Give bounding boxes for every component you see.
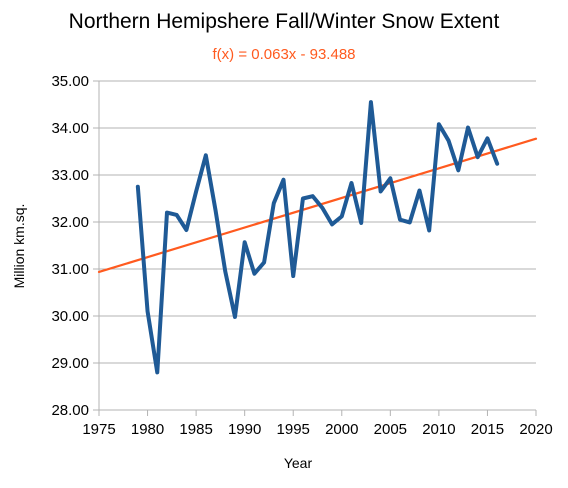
x-tick-label: 1975 (82, 421, 115, 438)
data-point (359, 221, 363, 225)
data-point (320, 206, 324, 210)
data-point (145, 309, 150, 313)
trendline-equation: f(x) = 0.063x - 93.488 (212, 46, 356, 63)
data-point (349, 181, 354, 185)
data-point (495, 162, 499, 166)
x-tick-label: 2000 (325, 421, 358, 438)
data-point (437, 122, 441, 126)
data-point (223, 269, 227, 273)
y-tick-label: 31.00 (51, 261, 89, 278)
data-point (175, 213, 179, 217)
data-point (165, 211, 169, 215)
data-point (466, 125, 470, 130)
data-point (301, 196, 305, 201)
y-tick-label: 30.00 (51, 308, 89, 325)
x-tick-label: 2020 (519, 421, 552, 438)
data-point (417, 188, 422, 193)
trendline-layer (97, 137, 538, 274)
data-point (262, 260, 266, 265)
y-tick-label: 32.00 (51, 214, 89, 231)
y-tick-label: 34.00 (51, 120, 89, 137)
data-point (184, 228, 188, 232)
data-point (272, 201, 276, 205)
data-point (204, 153, 208, 157)
data-point (233, 315, 237, 319)
y-tick-label: 29.00 (51, 355, 89, 372)
data-point (398, 218, 402, 222)
x-tick-label: 2005 (374, 421, 407, 438)
x-tick-label: 1995 (277, 421, 310, 438)
data-series-line (135, 100, 500, 375)
data-point (213, 208, 218, 212)
y-tick-labels: 28.00 29.00 30.00 31.00 32.00 33.00 34.00 35.00 (51, 73, 89, 419)
chart-title: Northern Hemipshere Fall/Winter Snow Ext… (68, 10, 500, 33)
y-tick-label: 35.00 (51, 73, 89, 90)
y-tick-label: 28.00 (51, 402, 89, 419)
x-tick-label: 1990 (228, 421, 261, 438)
x-axis-title: Year (284, 455, 313, 471)
axes (93, 80, 537, 416)
data-point (243, 240, 247, 244)
series-layer (135, 100, 500, 375)
x-tick-label: 2015 (471, 421, 504, 438)
y-axis-title: Million km.sq. (11, 204, 27, 289)
y-tick-label: 33.00 (51, 167, 89, 184)
x-tick-label: 2010 (422, 421, 455, 438)
x-tick-labels: 1975 1980 1985 1990 1995 2000 2005 2010 2015 2020 (82, 421, 552, 438)
data-point (155, 370, 159, 374)
x-tick-label: 1980 (131, 421, 164, 438)
data-point (281, 178, 286, 182)
trendline (97, 137, 538, 274)
data-point (340, 214, 344, 218)
data-point (476, 155, 480, 159)
data-point (369, 100, 373, 104)
data-point (447, 139, 451, 143)
gridlines (99, 80, 536, 411)
data-point (379, 189, 383, 194)
data-point (427, 228, 431, 233)
x-tick-label: 1985 (179, 421, 212, 438)
data-point (291, 274, 295, 278)
data-point (252, 272, 256, 276)
data-point (456, 168, 460, 172)
data-point (330, 222, 334, 226)
data-point (408, 220, 412, 225)
data-point (311, 194, 315, 198)
data-point (194, 189, 198, 194)
data-point (388, 176, 392, 180)
data-point (136, 185, 140, 189)
data-point (485, 136, 490, 140)
